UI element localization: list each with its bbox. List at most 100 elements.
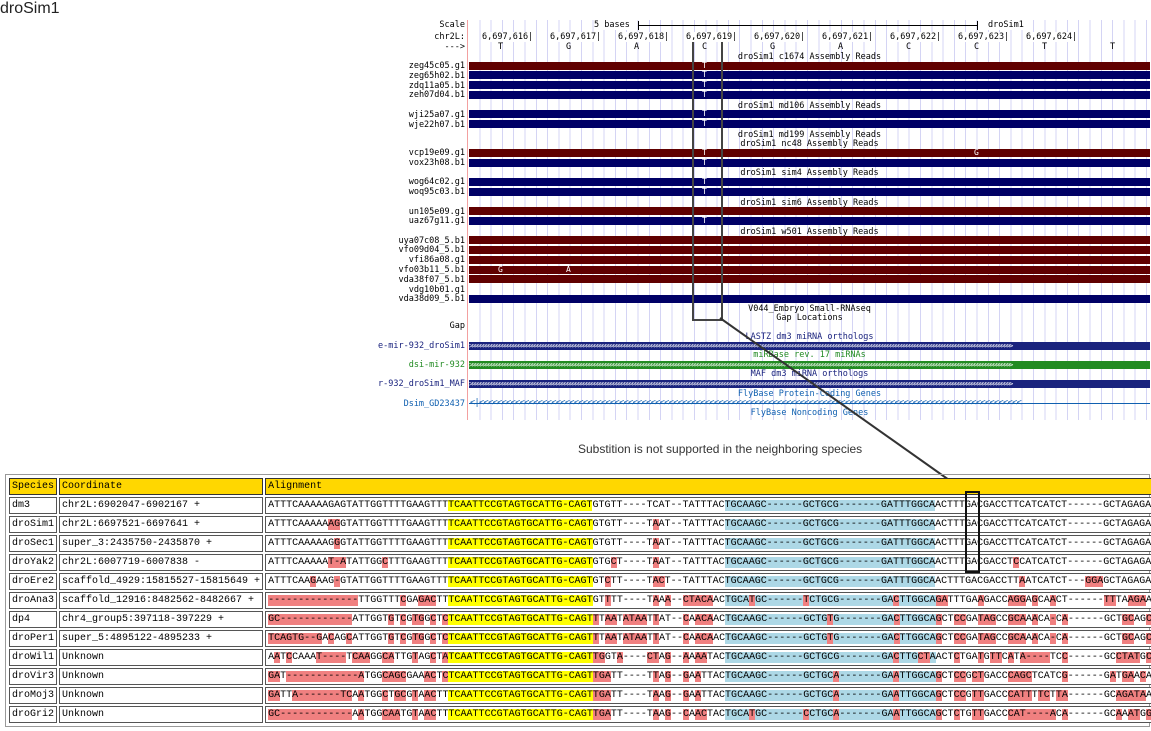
- read-label[interactable]: vfi86a08.g1: [408, 255, 465, 266]
- read-label[interactable]: wji25a07.g1: [408, 109, 465, 120]
- browser-title: droSim1: [0, 0, 60, 17]
- table-row: droEre2 scaffold_4929:15815527-15815649 +…: [9, 573, 1151, 590]
- table-row: dp4 chr4_group5:397118-397229 + GC--------…: [9, 611, 1151, 628]
- read-bar[interactable]: [469, 236, 1150, 245]
- read-bar[interactable]: T: [469, 109, 1150, 119]
- read-bar[interactable]: [469, 275, 1150, 284]
- read-bar[interactable]: T: [469, 70, 1150, 80]
- maf-feature-bar[interactable]: >>>>>>>>>>>>>>>>>>>>>>>>>>>>>>>>>>>>>>>>…: [469, 380, 1150, 388]
- read-label[interactable]: zeh07d04.b1: [408, 90, 465, 101]
- coordinate-cell: chr2L:6007719-6007838 -: [59, 554, 264, 571]
- track-title: droSim1 nc48 Assembly Reads: [740, 139, 879, 150]
- read-label[interactable]: vfo03b11_5.b1: [398, 265, 465, 275]
- read-label[interactable]: woq95c03.b1: [408, 187, 465, 198]
- ruler-base: T: [1042, 42, 1048, 52]
- read-bar[interactable]: [469, 294, 1150, 303]
- scale-tick-left: [638, 21, 639, 30]
- read-bar[interactable]: T: [469, 119, 1150, 128]
- genome-browser: droSim1 Scale chr2L: ---> 5 bases droSim…: [0, 0, 1150, 420]
- alignment-cell: ---------------TTGGTTTCGAGACTTTCAATTCCGT…: [265, 592, 1151, 609]
- flybase-item-label[interactable]: Dsim_GD23437: [403, 399, 465, 409]
- species-cell: droYak2: [9, 554, 58, 571]
- ruler-base: A: [634, 42, 640, 52]
- table-row: droSim1 chr2L:6697521-6697641 + ATTTCAAAAA…: [9, 516, 1151, 533]
- coordinate-cell: super_5:4895122-4895233 +: [59, 630, 264, 647]
- species-cell: droSec1: [9, 535, 58, 552]
- read-mismatch-base: G: [974, 147, 979, 157]
- alignment-cell: AATCCAAAT----TCAAGGCATTGTAGCTATCAATTCCGT…: [265, 649, 1151, 666]
- coordinate-cell: chr2L:6902047-6902167 +: [59, 497, 264, 514]
- strand-label: --->: [444, 42, 465, 52]
- alignment-cell: ATTTCAAGAAG-GTATTGGTTTTGAAGTTTTCAATTCCGT…: [265, 573, 1151, 590]
- read-label[interactable]: zeg65h02.b1: [408, 70, 465, 81]
- alignment-cell: ATTTCAAAAAGAGTATTGGTTTTGAAGTTTTCAATTCCGT…: [265, 497, 1151, 514]
- read-label[interactable]: vda38d09_5.b1: [398, 294, 465, 305]
- scale-bar: [638, 25, 978, 26]
- ruler-position: 6,697,617|: [550, 32, 602, 42]
- read-bar[interactable]: T: [469, 176, 1150, 186]
- gene-intron-line[interactable]: [469, 403, 1150, 404]
- ruler-base: C: [906, 42, 912, 52]
- read-label[interactable]: zeg45c05.g1: [408, 61, 465, 71]
- track-title: droSim1 sim4 Assembly Reads: [740, 168, 879, 179]
- lastz-feature-bar[interactable]: >>>>>>>>>>>>>>>>>>>>>>>>>>>>>>>>>>>>>>>>…: [469, 342, 1150, 350]
- species-cell: dm3: [9, 497, 58, 514]
- read-mismatch-base: T: [702, 186, 707, 196]
- species-cell: droPer1: [9, 630, 58, 647]
- ruler-base: C: [974, 42, 980, 52]
- read-bar[interactable]: T: [469, 61, 1150, 70]
- track-title: droSim1 c1674 Assembly Reads: [737, 52, 882, 62]
- table-row: droMoj3 Unknown GATTA-------TCAATGGCTGCGTA…: [9, 687, 1151, 704]
- read-mismatch-base: T: [702, 70, 707, 80]
- gap-track-label[interactable]: Gap: [449, 321, 465, 331]
- read-label[interactable]: uya07c08_5.b1: [398, 235, 465, 246]
- species-cell: droWil1: [9, 649, 58, 666]
- species-cell: droGri2: [9, 706, 58, 723]
- alignment-cell: GC------------AATGGCAATGTAACTTTCAATTCCGT…: [265, 706, 1151, 723]
- read-bar[interactable]: [469, 207, 1150, 215]
- mirbase-track-title: miRBase rev. 17 miRNAs: [753, 350, 866, 360]
- lastz-track-title: LASTZ dm3 miRNA orthologs: [745, 332, 874, 342]
- read-bar[interactable]: T: [469, 90, 1150, 99]
- lastz-item-label[interactable]: e-mir-932_droSim1: [378, 341, 465, 351]
- read-bar[interactable]: [469, 245, 1150, 254]
- scale-text: 5 bases: [594, 20, 630, 30]
- ruler-position: 6,697,622|: [890, 32, 942, 42]
- read-mismatch-base: T: [702, 157, 707, 167]
- track-title: droSim1 sim6 Assembly Reads: [740, 197, 879, 208]
- read-label[interactable]: wog64c02.g1: [408, 177, 465, 188]
- read-label[interactable]: un105e09.g1: [408, 206, 465, 217]
- gap-track-title: Gap Locations: [776, 313, 843, 323]
- read-label[interactable]: vdg10b01.g1: [408, 284, 465, 295]
- read-bar[interactable]: T: [469, 186, 1150, 196]
- mirbase-item-label[interactable]: dsi-mir-932: [408, 360, 465, 370]
- mirbase-feature-bar[interactable]: >>>>>>>>>>>>>>>>>>>>>>>>>>>>>>>>>>>>>>>>…: [469, 361, 1150, 369]
- read-bar[interactable]: T: [469, 80, 1150, 90]
- maf-item-label[interactable]: r-932_droSim1_MAF: [378, 379, 465, 389]
- read-bar[interactable]: T: [469, 157, 1150, 167]
- alignment-cell: TCAGTG--GACAGCATTGGTGTCGTGGCTCTCAATTCCGT…: [265, 630, 1151, 647]
- read-bar[interactable]: [469, 255, 1150, 264]
- read-label[interactable]: vox23h08.b1: [408, 158, 465, 169]
- read-label[interactable]: uaz67g11.g1: [408, 216, 465, 227]
- read-label[interactable]: vda38f07_5.b1: [398, 274, 465, 285]
- coordinate-cell: Unknown: [59, 687, 264, 704]
- read-label[interactable]: vcp19e09.g1: [408, 148, 465, 159]
- scale-tick-right: [977, 21, 978, 30]
- read-label[interactable]: zdq11a05.b1: [408, 80, 465, 91]
- ruler-base: A: [838, 42, 844, 52]
- read-mismatch-base: A: [566, 264, 571, 274]
- coordinate-cell: super_3:2435750-2435870 +: [59, 535, 264, 552]
- read-bar[interactable]: T: [469, 216, 1150, 225]
- track-title: droSim1 w501 Assembly Reads: [740, 226, 879, 237]
- ruler-base: C: [702, 42, 708, 52]
- read-label[interactable]: vfo09d04_5.b1: [398, 245, 465, 256]
- read-mismatch-base: T: [702, 176, 707, 186]
- alignment-highlight-box: [965, 491, 980, 573]
- read-label[interactable]: wje22h07.b1: [408, 119, 465, 130]
- gene-strand-arrows[interactable]: <|<<<<<<<<<<<<<<<<<<<<<<<<<<<<<<<<<<<<<<…: [470, 398, 1022, 408]
- ruler-position: 6,697,621|: [822, 32, 874, 42]
- track-title: droSim1 md106 Assembly Reads: [737, 100, 882, 111]
